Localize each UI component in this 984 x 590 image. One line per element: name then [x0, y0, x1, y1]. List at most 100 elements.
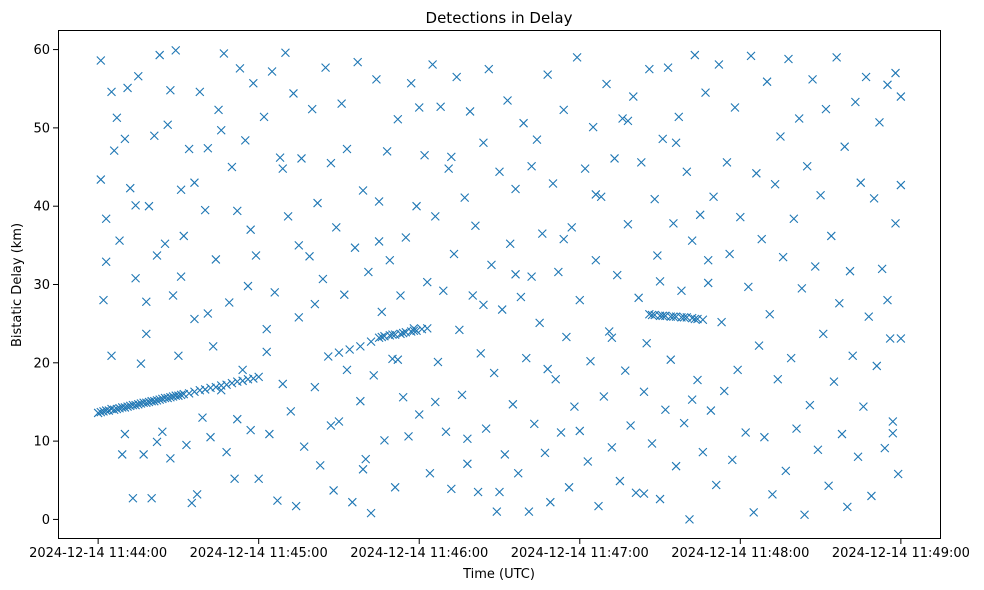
data-point: [481, 424, 491, 433]
data-point: [548, 179, 558, 188]
x-tick-label: 2024-12-14 11:47:00: [511, 546, 649, 561]
data-point: [390, 482, 400, 492]
data-point: [615, 476, 625, 486]
data-point: [157, 427, 167, 437]
data-point: [259, 112, 269, 122]
data-point: [219, 49, 229, 58]
data-point: [248, 374, 258, 383]
data-point: [438, 286, 448, 296]
data-point: [446, 484, 456, 494]
data-point: [310, 299, 320, 309]
data-point: [139, 450, 149, 459]
data-point: [511, 269, 520, 279]
data-point: [96, 407, 106, 417]
data-point: [746, 51, 756, 61]
data-point: [564, 482, 574, 492]
data-point: [428, 60, 437, 69]
data-point: [283, 211, 293, 221]
data-point: [784, 54, 793, 64]
data-point: [495, 487, 504, 497]
data-point: [476, 349, 486, 358]
data-point: [107, 351, 116, 361]
data-point: [128, 493, 138, 503]
data-point: [832, 53, 842, 62]
data-point: [190, 314, 199, 324]
data-point: [792, 424, 801, 433]
data-point: [479, 138, 488, 148]
data-point: [634, 293, 644, 303]
data-point: [690, 314, 700, 324]
data-point: [661, 405, 670, 415]
data-point: [543, 364, 553, 374]
data-point: [679, 313, 689, 322]
data-point: [420, 150, 429, 160]
data-point: [109, 146, 119, 155]
data-point: [377, 307, 387, 317]
data-point: [422, 323, 432, 333]
data-point: [768, 489, 777, 499]
data-point: [377, 332, 387, 342]
y-axis-title: Bistatic Delay (km): [10, 223, 25, 347]
data-point: [824, 481, 834, 491]
data-point: [810, 262, 820, 271]
data-point: [224, 298, 234, 307]
data-point: [355, 396, 365, 406]
data-point: [353, 57, 363, 67]
data-point: [165, 392, 175, 402]
data-point: [240, 136, 250, 145]
data-point: [626, 421, 636, 430]
data-point: [267, 67, 277, 76]
data-point: [642, 338, 652, 348]
data-point: [725, 249, 735, 259]
data-point: [896, 334, 906, 343]
data-point: [473, 487, 483, 497]
data-point: [149, 396, 159, 406]
data-point: [570, 402, 579, 412]
data-point: [369, 370, 379, 380]
data-point: [722, 157, 732, 167]
data-point: [342, 144, 352, 154]
data-point: [588, 122, 598, 132]
data-point: [117, 450, 127, 459]
data-point: [717, 317, 726, 327]
data-point: [120, 403, 130, 412]
data-point: [559, 105, 569, 115]
data-point: [96, 175, 106, 184]
data-point: [821, 104, 831, 114]
data-point: [663, 63, 673, 72]
x-tick-label: 2024-12-14 11:45:00: [190, 546, 328, 561]
data-point: [655, 494, 665, 504]
data-point: [414, 103, 424, 112]
data-point: [270, 287, 280, 297]
data-point: [294, 313, 304, 322]
data-point: [864, 312, 874, 321]
data-point: [883, 295, 892, 305]
x-tick-label: 2024-12-14 11:44:00: [29, 546, 167, 561]
data-point: [893, 469, 903, 479]
data-point: [535, 318, 545, 328]
data-point: [516, 292, 526, 302]
data-point: [556, 428, 566, 437]
data-point: [165, 85, 175, 95]
data-point: [235, 63, 245, 73]
data-point: [131, 273, 140, 283]
data-point: [596, 192, 606, 202]
data-point: [334, 348, 344, 358]
y-axis: 0 10 20 30 40 50 60: [33, 43, 58, 528]
data-point: [203, 143, 213, 153]
data-point: [743, 282, 753, 292]
data-point: [856, 178, 866, 188]
data-point: [770, 179, 780, 189]
data-point: [545, 497, 555, 507]
data-point: [888, 428, 898, 438]
data-point: [671, 138, 681, 148]
data-point: [323, 352, 333, 361]
data-point: [797, 284, 807, 293]
data-point: [120, 429, 130, 439]
data-point: [877, 264, 887, 274]
data-point: [248, 78, 258, 88]
data-point: [190, 178, 199, 188]
data-point: [543, 70, 553, 80]
data-point: [339, 290, 349, 300]
data-point: [527, 161, 536, 171]
